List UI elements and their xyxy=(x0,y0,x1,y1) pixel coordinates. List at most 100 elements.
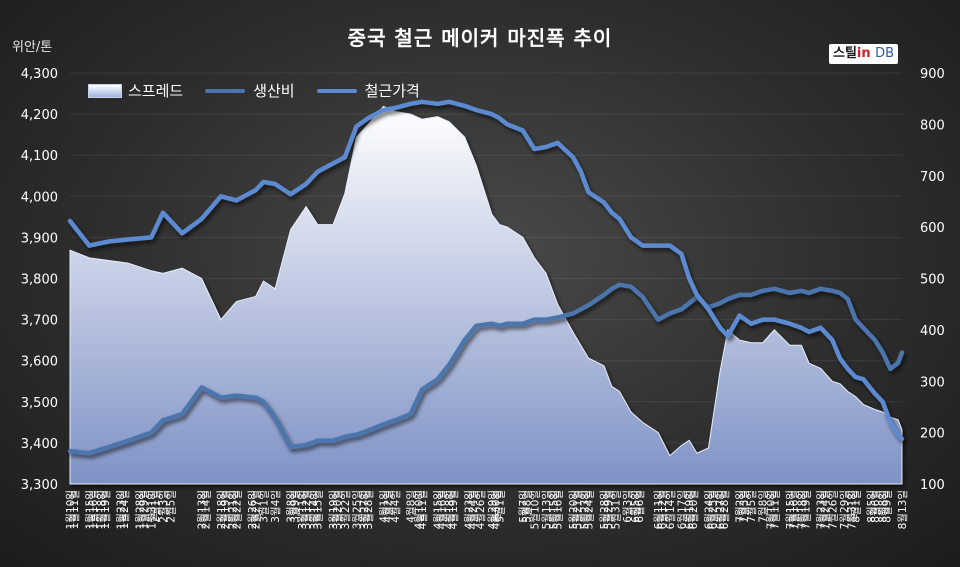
x-tick-label: 3월12일 xyxy=(300,490,313,529)
x-tick-label: 4월30일 xyxy=(490,490,503,529)
x-tick-label: 3월1일 xyxy=(257,490,270,523)
x-tick-label: 3월4일 xyxy=(269,490,282,523)
x-tick-label: 3월14일 xyxy=(308,490,321,529)
x-tick-label: 7월24일 xyxy=(819,490,832,529)
x-tick-label: 2월18일 xyxy=(215,490,228,529)
legend-swatch-spread xyxy=(88,83,122,98)
x-tick-label: 6월17일 xyxy=(675,490,688,529)
x-tick-label: 1월23일 xyxy=(114,490,127,529)
x-tick-label: 6월14일 xyxy=(664,490,677,529)
x-tick-label: 5월31일 xyxy=(610,490,623,529)
x-tick-label: 1월16일 xyxy=(87,490,100,529)
legend-swatch-price xyxy=(316,88,357,93)
steelin-db-logo: 스틸in DB xyxy=(829,44,899,64)
x-tick-label: 6월20일 xyxy=(687,490,700,529)
y2-tick-label: 400 xyxy=(920,324,945,339)
y2-tick-label: 900 xyxy=(920,67,945,82)
x-tick-label: 8월1일 xyxy=(850,490,863,523)
x-tick-label: 6월27일 xyxy=(714,490,727,529)
x-tick-label: 2월5일 xyxy=(165,490,178,523)
y2-tick-label: 300 xyxy=(920,375,945,390)
y-axis-unit-label: 위안/톤 xyxy=(12,40,53,55)
chart-title: 중국 철근 메이커 마진폭 추이 xyxy=(347,26,613,50)
x-tick-label: 5월24일 xyxy=(583,490,596,529)
x-tick-label: 1월18일 xyxy=(95,490,108,529)
x-tick-label: 2월13일 xyxy=(196,490,209,529)
x-tick-label: 6월11일 xyxy=(652,490,665,529)
y-tick-label: 4,000 xyxy=(21,190,58,205)
x-tick-label: 3월15일 xyxy=(312,490,325,529)
x-tick-label: 8월9일 xyxy=(881,490,894,523)
chart-legend: 스프레드 생산비 철근가격 xyxy=(88,80,442,101)
x-tick-label: 5월16일 xyxy=(552,490,565,529)
y-tick-label: 3,600 xyxy=(21,355,58,370)
x-tick-label: 7월5일 xyxy=(745,490,758,523)
y2-tick-label: 200 xyxy=(920,427,945,442)
x-tick-label: 7월8일 xyxy=(757,490,770,523)
x-tick-label: 5월1일 xyxy=(494,490,507,523)
x-tick-label: 2월1일 xyxy=(149,490,162,523)
x-tick-label: 5월7일 xyxy=(517,490,530,523)
x-tick-label: 5월29일 xyxy=(602,490,615,529)
x-tick-label: 4월4일 xyxy=(389,490,402,523)
x-tick-label: 8월8일 xyxy=(877,490,890,523)
x-tick-label: 2월21일 xyxy=(227,490,240,529)
legend-item-cost: 생산비 xyxy=(205,80,295,101)
x-tick-label: 8월13일 xyxy=(896,490,909,529)
x-tick-label: 1월28일 xyxy=(134,490,147,529)
x-tick-label: 4월29일 xyxy=(486,490,499,529)
x-tick-label: 7월23일 xyxy=(815,490,828,529)
y2-tick-label: 100 xyxy=(920,478,945,493)
x-tick-label: 5월10일 xyxy=(528,490,541,529)
y-tick-label: 4,300 xyxy=(21,67,58,82)
logo-korean: 스틸 xyxy=(833,46,857,61)
x-tick-label: 5월21일 xyxy=(571,490,584,529)
x-tick-label: 1월19일 xyxy=(99,490,112,529)
x-tick-label: 2월27일 xyxy=(250,490,263,529)
x-tick-label: 6월5일 xyxy=(629,490,642,523)
x-tick-label: 1월10일 xyxy=(64,490,77,529)
x-tick-label: 7월11일 xyxy=(768,490,781,529)
y-tick-label: 3,300 xyxy=(21,478,58,493)
y2-tick-label: 800 xyxy=(920,118,945,133)
x-tick-label: 1월31일 xyxy=(145,490,158,529)
x-tick-label: 8월6일 xyxy=(869,490,882,523)
x-tick-label: 6월24일 xyxy=(703,490,716,529)
legend-item-spread: 스프레드 xyxy=(88,80,183,101)
x-tick-label: 3월22일 xyxy=(339,490,352,529)
x-tick-label: 4월18일 xyxy=(443,490,456,529)
y-tick-label: 3,400 xyxy=(21,437,58,452)
y-tick-label: 4,100 xyxy=(21,149,58,164)
x-tick-label: 3월11일 xyxy=(296,490,309,529)
logo-in: in xyxy=(856,46,871,61)
logo-db: DB xyxy=(875,46,895,61)
x-tick-label: 4월15일 xyxy=(432,490,445,529)
x-tick-label: 2월3일 xyxy=(157,490,170,523)
x-tick-label: 1월15일 xyxy=(83,490,96,529)
x-tick-label: 5월8일 xyxy=(521,490,534,523)
x-tick-label: 6월12일 xyxy=(656,490,669,529)
legend-label-price: 철근가격 xyxy=(364,82,420,100)
spread-area-layer xyxy=(69,105,903,485)
x-tick-label: 5월20일 xyxy=(567,490,580,529)
y-tick-label: 3,500 xyxy=(21,396,58,411)
x-tick-label: 4월1일 xyxy=(377,490,390,523)
x-tick-label: 7월18일 xyxy=(795,490,808,529)
x-tick-label: 7월19일 xyxy=(799,490,812,529)
x-tick-label: 4월2일 xyxy=(381,490,394,523)
x-tick-label: 7월16일 xyxy=(788,490,801,529)
x-tick-label: 6월28일 xyxy=(718,490,731,529)
x-tick-label: 7월3일 xyxy=(737,490,750,523)
x-tick-label: 7월26일 xyxy=(826,490,839,529)
legend-item-price: 철근가격 xyxy=(316,80,420,101)
x-tick-label: 5월23일 xyxy=(579,490,592,529)
x-tick-label: 3월9일 xyxy=(288,490,301,523)
x-tick-label: 6월3일 xyxy=(621,490,634,523)
x-tick-label: 4월10일 xyxy=(412,490,425,529)
series-spread-area xyxy=(69,105,903,485)
x-tick-label: 3월27일 xyxy=(358,490,371,529)
x-tick-label: 1월29일 xyxy=(138,490,151,529)
x-tick-label: 6월19일 xyxy=(683,490,696,529)
x-tick-label: 7월29일 xyxy=(838,490,851,529)
